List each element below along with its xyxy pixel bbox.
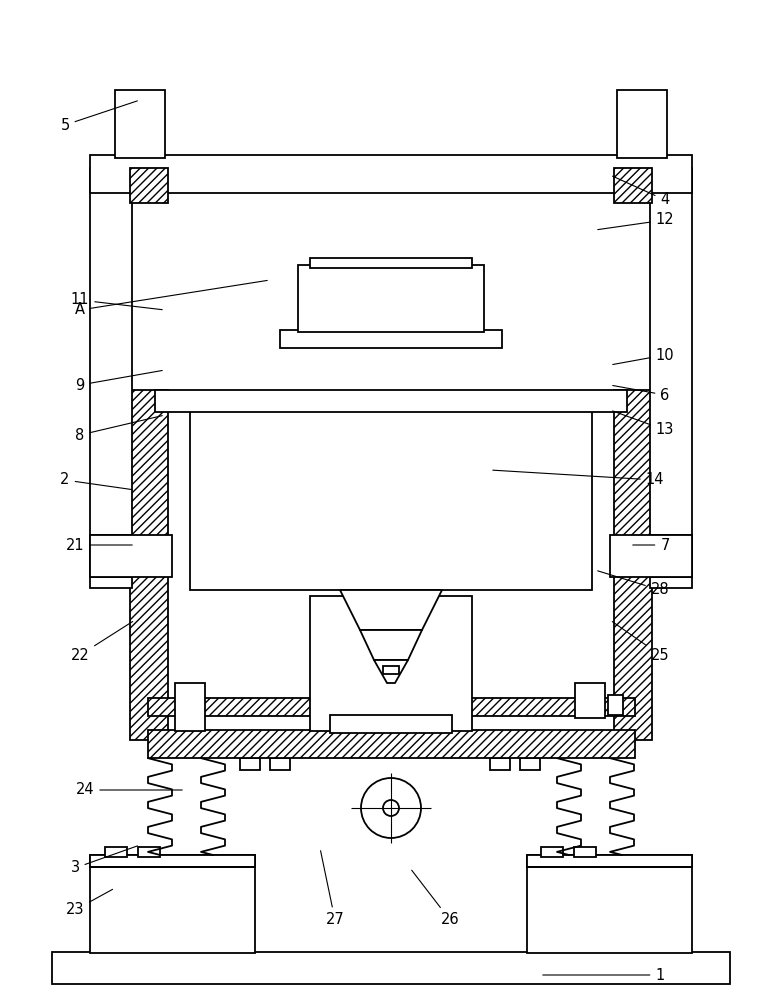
Text: 26: 26 [411,870,459,928]
Bar [527,855,692,867]
Bar [138,847,160,857]
Text: 10: 10 [613,348,674,365]
Text: 6: 6 [613,385,669,402]
Bar [175,683,205,731]
Polygon shape [340,590,442,630]
Bar [330,715,452,733]
Bar [614,390,652,740]
Bar [280,330,502,348]
Bar [541,847,563,857]
Text: 25: 25 [612,622,669,662]
Text: A: A [75,280,267,318]
Bar [90,155,692,193]
Bar [650,535,692,577]
Bar [190,395,592,590]
Bar [610,535,692,577]
Bar [310,258,472,268]
Text: 24: 24 [76,782,182,798]
Bar [130,168,168,203]
Bar [383,666,399,674]
Text: 8: 8 [75,416,163,442]
Text: 28: 28 [597,571,669,597]
Bar [614,168,652,203]
Bar [52,952,730,984]
Bar [130,390,168,740]
Bar [650,168,692,588]
Bar [105,847,127,857]
Text: 27: 27 [321,851,344,928]
Bar [90,535,132,577]
Text: 12: 12 [597,213,674,230]
Text: 13: 13 [612,411,674,438]
Bar [574,847,596,857]
Polygon shape [374,660,408,683]
Bar [527,855,692,953]
Bar [90,855,255,953]
Bar [617,90,667,158]
Text: 3: 3 [70,846,138,876]
Polygon shape [360,630,422,660]
Bar [90,535,172,577]
Bar [310,596,472,731]
Bar [575,683,605,718]
Text: 23: 23 [66,889,113,918]
Text: 14: 14 [493,470,664,488]
Text: 9: 9 [75,370,162,392]
Bar [520,758,540,770]
Bar [90,168,132,588]
Bar [148,730,635,758]
Text: 4: 4 [612,176,669,208]
Bar [240,758,260,770]
Text: 11: 11 [70,292,162,310]
Bar [148,698,635,716]
Bar [155,390,627,412]
Text: 5: 5 [60,101,138,132]
Bar [298,265,484,332]
Text: 21: 21 [66,538,132,552]
Bar [115,90,165,158]
Text: 7: 7 [633,538,669,552]
Text: 1: 1 [543,968,665,982]
Bar [490,758,510,770]
Bar [270,758,290,770]
Text: 2: 2 [60,473,132,490]
Bar [608,695,623,715]
Text: 22: 22 [70,621,133,662]
Bar [90,855,255,867]
